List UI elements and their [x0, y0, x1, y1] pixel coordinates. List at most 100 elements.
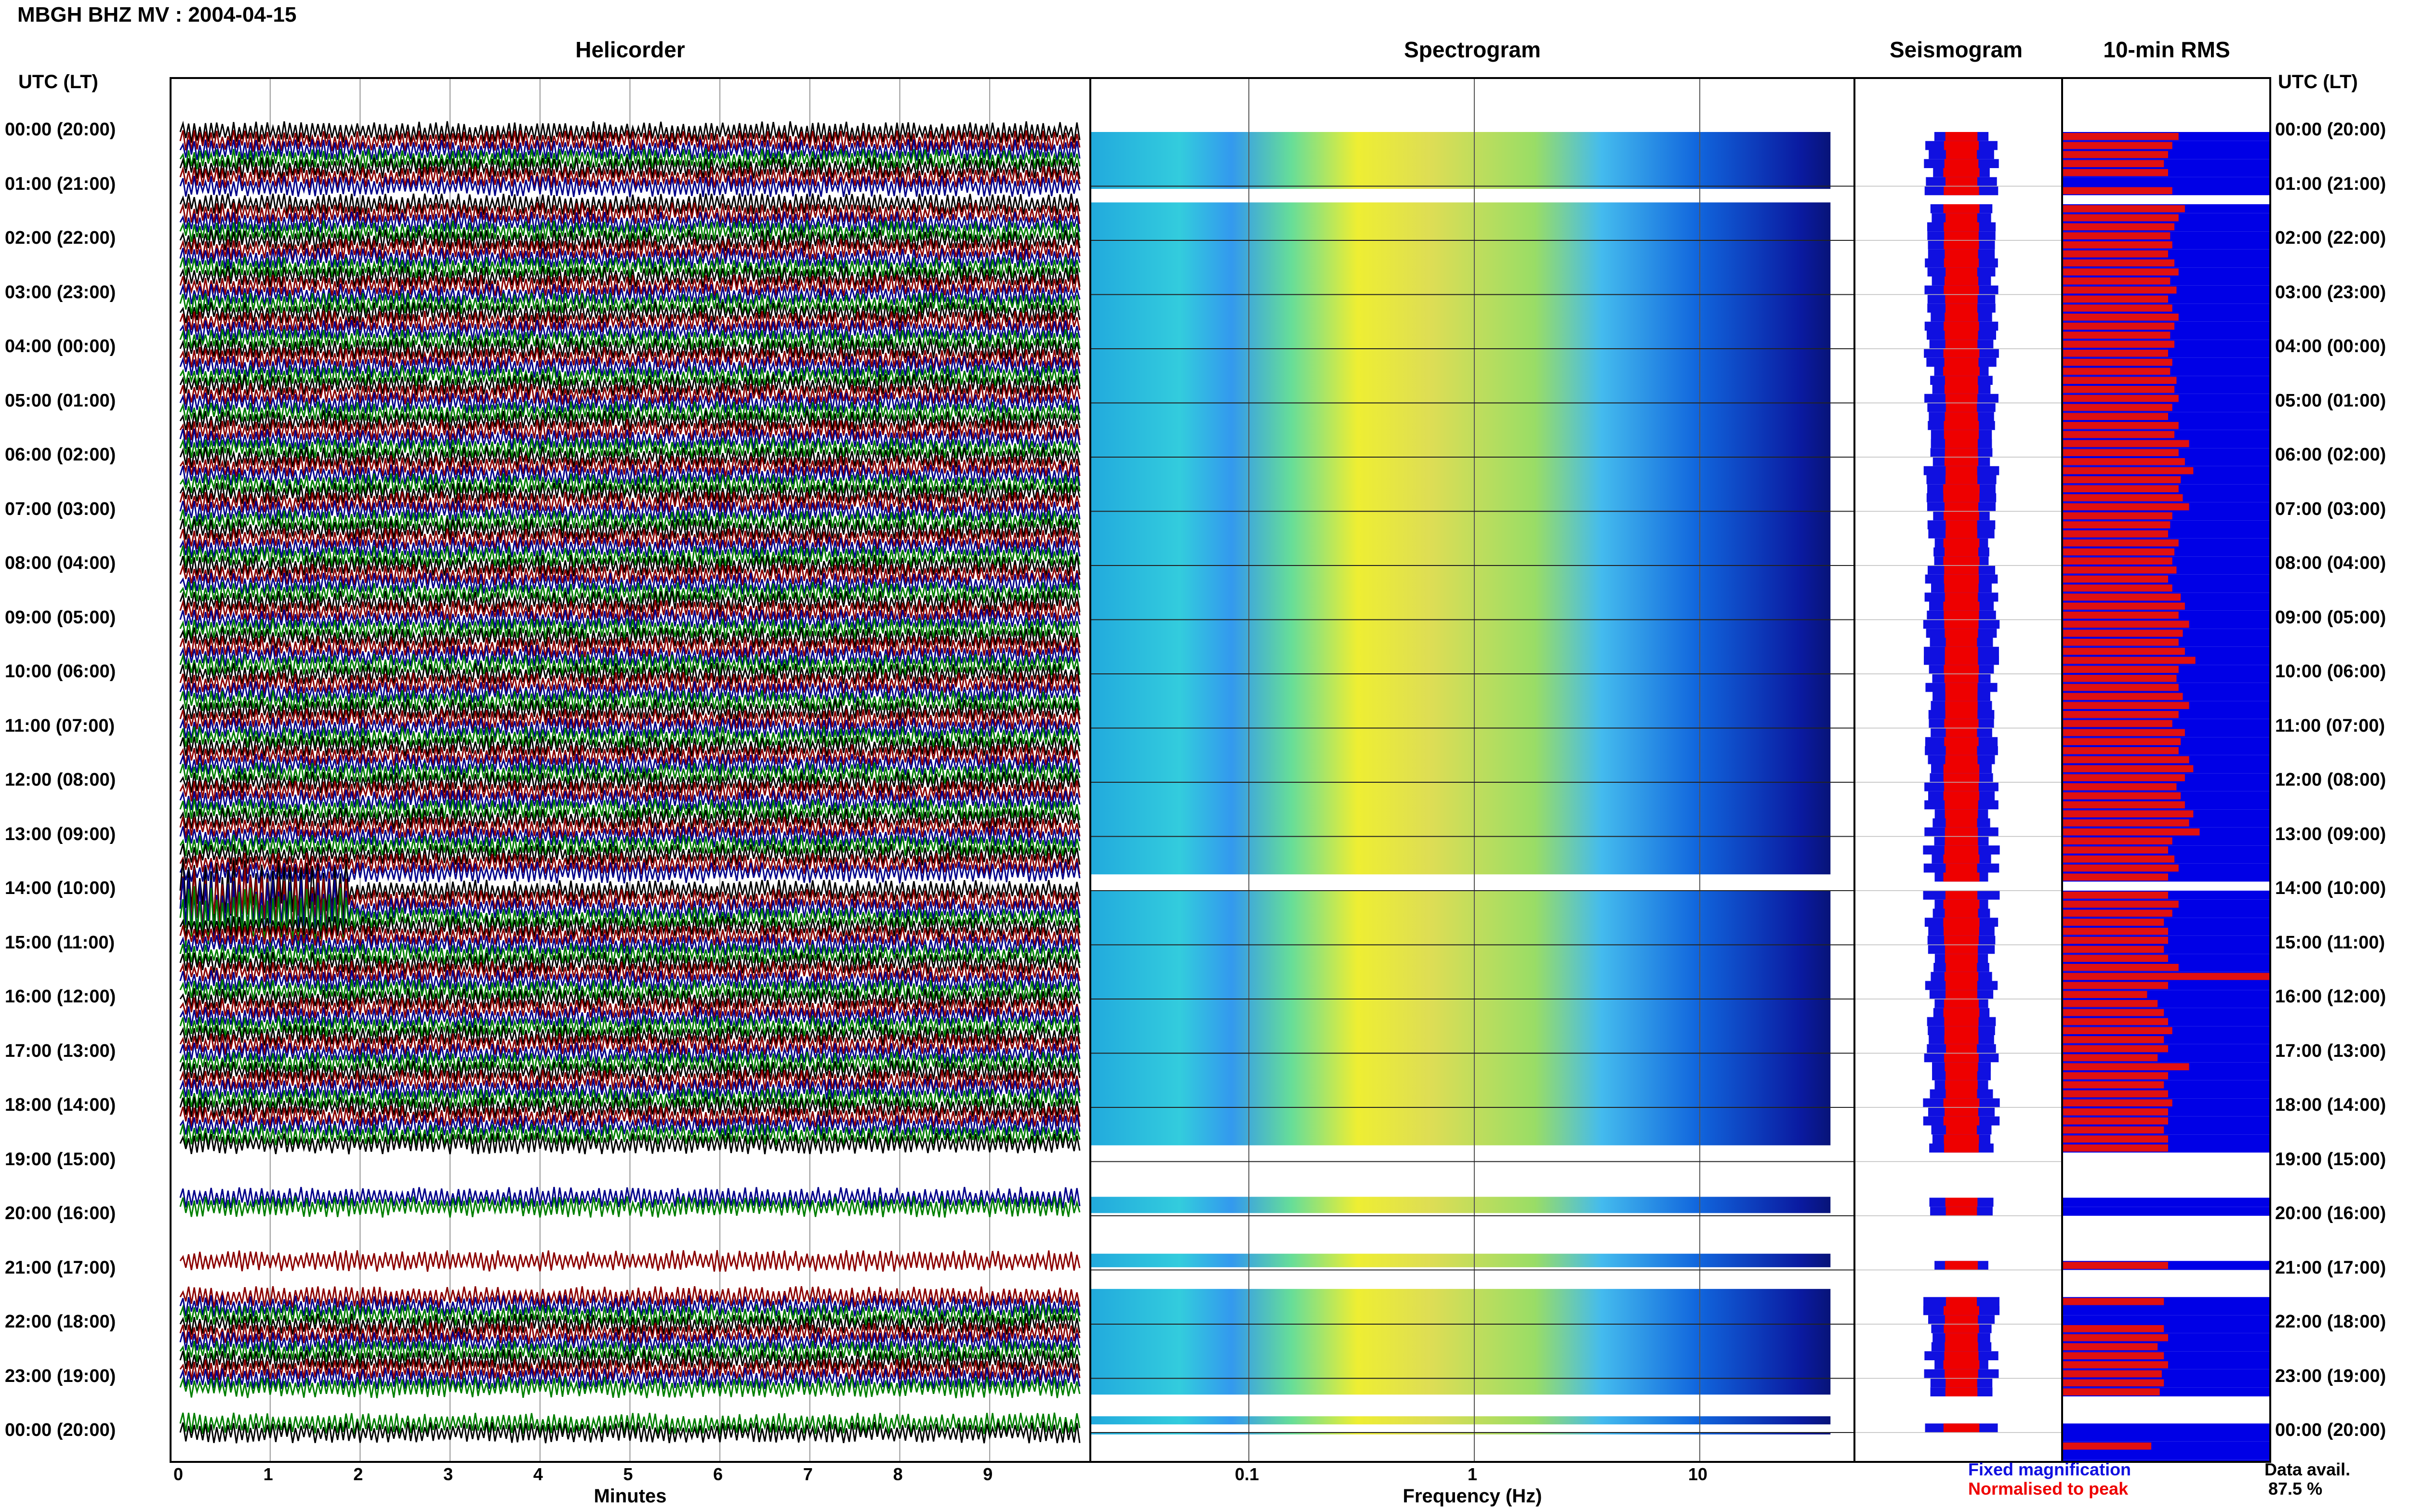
trace-line — [179, 636, 1081, 658]
seismogram-normalised-envelope — [1944, 547, 1979, 557]
rms-bar — [2063, 548, 2175, 556]
seismogram-normalised-envelope — [1946, 520, 1977, 529]
seismogram-normalised-envelope — [1945, 1342, 1978, 1352]
rms-bar — [2063, 304, 2172, 312]
seismogram-normalised-envelope — [1943, 168, 1980, 177]
rms-bar — [2063, 413, 2168, 420]
seismogram-normalised-envelope — [1944, 574, 1979, 584]
seismogram-normalised-envelope — [1946, 1044, 1977, 1053]
trace-line — [179, 1196, 1081, 1218]
seismogram-normalised-envelope — [1946, 213, 1977, 223]
trace-line — [179, 537, 1081, 558]
seismogram-normalised-envelope — [1945, 330, 1978, 340]
trace-line — [179, 355, 1081, 378]
legend-normalised-to-peak: Normalised to peak — [1968, 1479, 2129, 1499]
rms-bar — [2063, 133, 2179, 140]
rms-background — [2063, 1197, 2269, 1207]
time-label-left: 20:00 (16:00) — [5, 1203, 116, 1223]
time-label-right: 23:00 (19:00) — [2275, 1366, 2386, 1386]
seismogram-normalised-envelope — [1945, 394, 1978, 403]
seismogram-normalised-envelope — [1944, 1144, 1979, 1153]
rms-bar — [2063, 837, 2172, 845]
seismogram-normalised-envelope — [1945, 592, 1978, 602]
seismogram-normalised-envelope — [1944, 737, 1979, 746]
seismogram-normalised-envelope — [1946, 1125, 1977, 1135]
seismogram-normalised-envelope — [1944, 610, 1979, 620]
rms-bar — [2063, 738, 2181, 745]
rms-bar — [2063, 810, 2194, 817]
seismogram-normalised-envelope — [1944, 457, 1979, 466]
trace-line — [179, 527, 1081, 550]
rms-bar — [2063, 774, 2185, 781]
seismogram-normalised-envelope — [1946, 963, 1977, 972]
rms-bar — [2063, 1325, 2164, 1332]
time-label-left: 09:00 (05:00) — [5, 607, 116, 628]
time-label-right: 12:00 (08:00) — [2275, 770, 2386, 790]
seismogram-normalised-envelope — [1944, 240, 1979, 250]
seismogram-normalised-envelope — [1945, 656, 1978, 665]
seismogram-normalised-envelope — [1946, 728, 1977, 737]
trace-line — [179, 1132, 1081, 1155]
time-label-right: 20:00 (16:00) — [2275, 1203, 2386, 1223]
trace-line — [179, 193, 1081, 215]
trace-line — [179, 644, 1081, 667]
seismogram-normalised-envelope — [1946, 638, 1977, 647]
trace-line — [179, 735, 1081, 757]
rms-bar — [2063, 982, 2168, 989]
seismogram-normalised-envelope — [1945, 249, 1978, 259]
spectrogram-band — [1091, 1253, 1831, 1267]
seismogram-normalised-envelope — [1944, 674, 1979, 683]
trace-line — [179, 753, 1081, 776]
rms-bar — [2063, 873, 2168, 881]
seismogram-normalised-envelope — [1944, 1035, 1979, 1044]
seismogram-normalised-envelope — [1946, 1207, 1977, 1216]
time-label-right: 03:00 (23:00) — [2275, 282, 2386, 302]
seismogram-normalised-envelope — [1944, 502, 1979, 512]
trace-line — [179, 925, 1081, 947]
time-label-right: 18:00 (14:00) — [2275, 1095, 2386, 1115]
seismogram-normalised-envelope — [1944, 186, 1979, 196]
trace-line — [179, 311, 1081, 333]
rms-bar — [2063, 259, 2175, 267]
minute-tick-label: 7 — [803, 1464, 813, 1484]
rms-bar — [2063, 1388, 2160, 1395]
seismogram-normalised-envelope — [1944, 845, 1979, 855]
seismogram-normalised-envelope — [1943, 791, 1980, 801]
rms-bar — [2063, 711, 2179, 718]
rms-bar — [2063, 955, 2168, 962]
rms-bar — [2063, 1108, 2168, 1116]
seismogram-normalised-envelope — [1943, 918, 1980, 927]
rms-bar — [2063, 566, 2177, 574]
trace-line — [179, 1322, 1081, 1344]
rms-bar — [2063, 1045, 2168, 1052]
time-label-left: 08:00 (04:00) — [5, 553, 116, 573]
rms-bar — [2063, 449, 2179, 456]
seismogram-normalised-envelope — [1946, 150, 1977, 159]
rms-background — [2063, 1433, 2269, 1442]
time-label-right: 04:00 (00:00) — [2275, 336, 2386, 356]
trace-line — [179, 952, 1081, 974]
trace-line — [179, 545, 1081, 567]
trace-line — [179, 491, 1081, 513]
seismogram-normalised-envelope — [1946, 529, 1977, 539]
trace-line — [179, 916, 1081, 938]
seismogram-normalised-envelope — [1945, 692, 1978, 701]
seismogram-normalised-envelope — [1945, 954, 1978, 963]
trace-line — [179, 599, 1081, 622]
seismogram-normalised-envelope — [1943, 538, 1980, 548]
seismogram-normalised-envelope — [1944, 719, 1979, 728]
time-label-left: 01:00 (21:00) — [5, 173, 116, 194]
trace-line — [179, 572, 1081, 594]
rms-background — [2063, 1315, 2269, 1324]
rms-bar — [2063, 855, 2175, 863]
rms-bar — [2063, 892, 2168, 899]
rms-bar — [2063, 1352, 2164, 1359]
trace-line — [179, 500, 1081, 523]
minute-tick-label: 9 — [983, 1464, 993, 1484]
rms-bar — [2063, 494, 2183, 501]
seismogram-panel — [1853, 77, 2063, 1463]
rms-bar — [2063, 1036, 2164, 1043]
seismogram-normalised-envelope — [1945, 340, 1978, 349]
seismogram-normalised-envelope — [1943, 1008, 1980, 1017]
trace-line — [179, 1331, 1081, 1353]
